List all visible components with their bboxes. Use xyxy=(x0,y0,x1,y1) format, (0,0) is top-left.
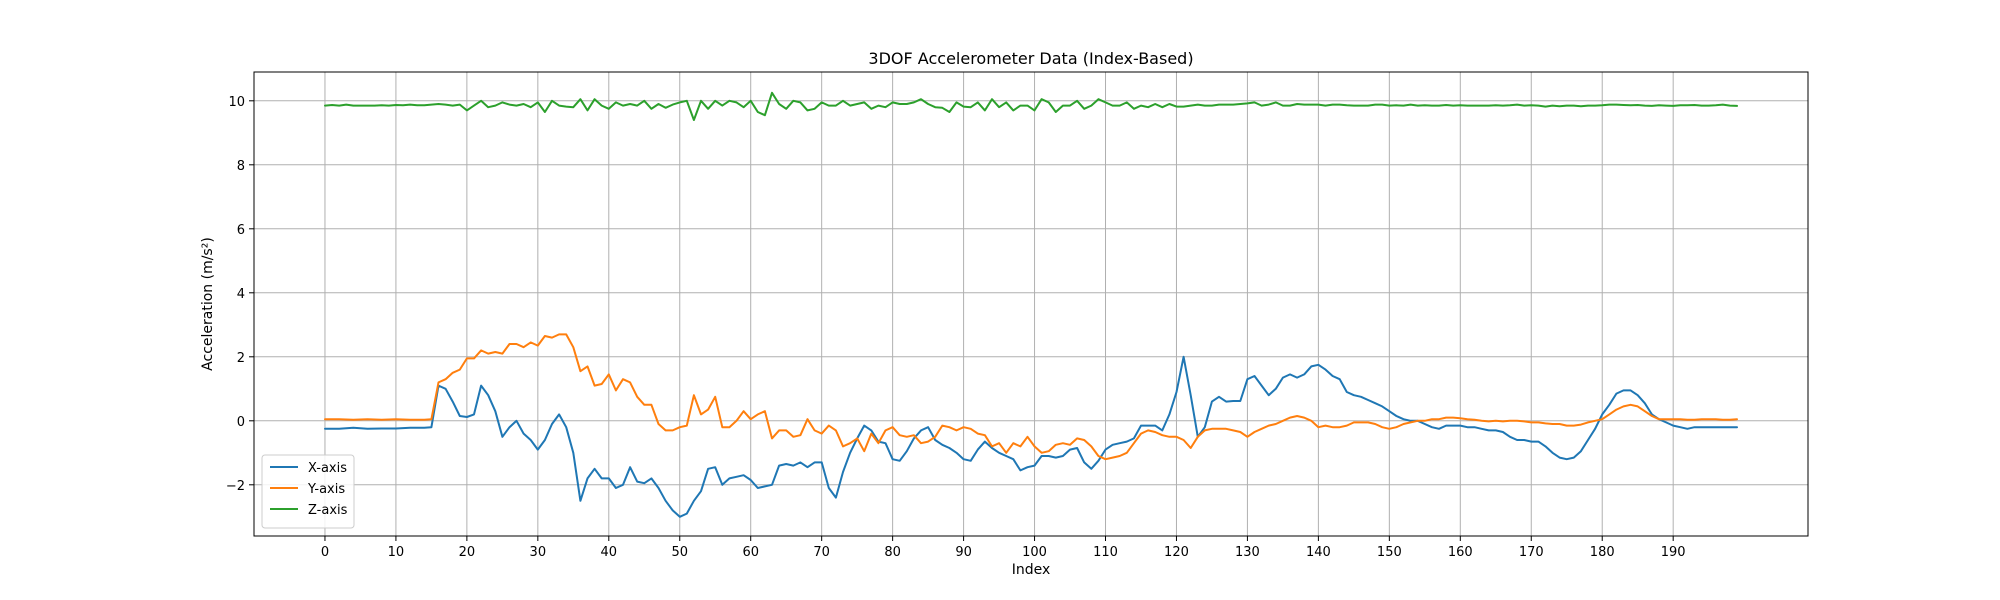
y-tick-label: 4 xyxy=(237,287,245,302)
x-tick-label: 0 xyxy=(321,545,329,560)
series-line-y-axis xyxy=(324,333,1738,461)
legend-label-z-axis: Z-axis xyxy=(308,503,348,518)
x-tick-label: 170 xyxy=(1519,545,1544,560)
y-tick-label: 0 xyxy=(237,415,245,430)
x-tick-label: 140 xyxy=(1306,545,1331,560)
y-tick-label: 10 xyxy=(228,95,245,110)
x-tick-label: 130 xyxy=(1235,545,1260,560)
x-tick-label: 160 xyxy=(1448,545,1473,560)
y-tick-label: −2 xyxy=(226,479,245,494)
series-line-z-axis xyxy=(324,91,1738,121)
y-tick-label: 8 xyxy=(237,159,245,174)
x-tick-label: 90 xyxy=(955,545,972,560)
plot-frame xyxy=(253,71,1809,537)
x-tick-label: 80 xyxy=(884,545,901,560)
legend: X-axis Y-axis Z-axis xyxy=(261,454,355,529)
legend-label-x-axis: X-axis xyxy=(308,461,347,476)
y-tick-label: 6 xyxy=(237,223,245,238)
series-line-x-axis xyxy=(324,355,1738,518)
y-tick-label: 2 xyxy=(237,351,245,366)
x-tick-label: 110 xyxy=(1093,545,1118,560)
x-tick-label: 40 xyxy=(601,545,618,560)
x-tick-label: 10 xyxy=(388,545,405,560)
y-axis-title: Acceleration (m/s²) xyxy=(200,237,216,371)
series-lines xyxy=(324,91,1738,518)
x-tick-label: 120 xyxy=(1164,545,1189,560)
x-tick-label: 70 xyxy=(813,545,830,560)
grid xyxy=(254,72,1808,536)
axis-ticks: 0 10 20 30 40 50 60 70 80 90 100 110 120 130 140 150 160… xyxy=(226,95,1686,560)
x-tick-label: 30 xyxy=(530,545,547,560)
x-tick-label: 180 xyxy=(1590,545,1615,560)
legend-label-y-axis: Y-axis xyxy=(307,482,345,497)
x-tick-label: 190 xyxy=(1661,545,1686,560)
x-tick-label: 100 xyxy=(1022,545,1047,560)
x-tick-label: 20 xyxy=(459,545,476,560)
x-tick-label: 150 xyxy=(1377,545,1402,560)
x-tick-label: 60 xyxy=(742,545,759,560)
chart-title: 3DOF Accelerometer Data (Index-Based) xyxy=(868,49,1193,68)
x-axis-title: Index xyxy=(1012,562,1051,578)
x-tick-label: 50 xyxy=(671,545,688,560)
